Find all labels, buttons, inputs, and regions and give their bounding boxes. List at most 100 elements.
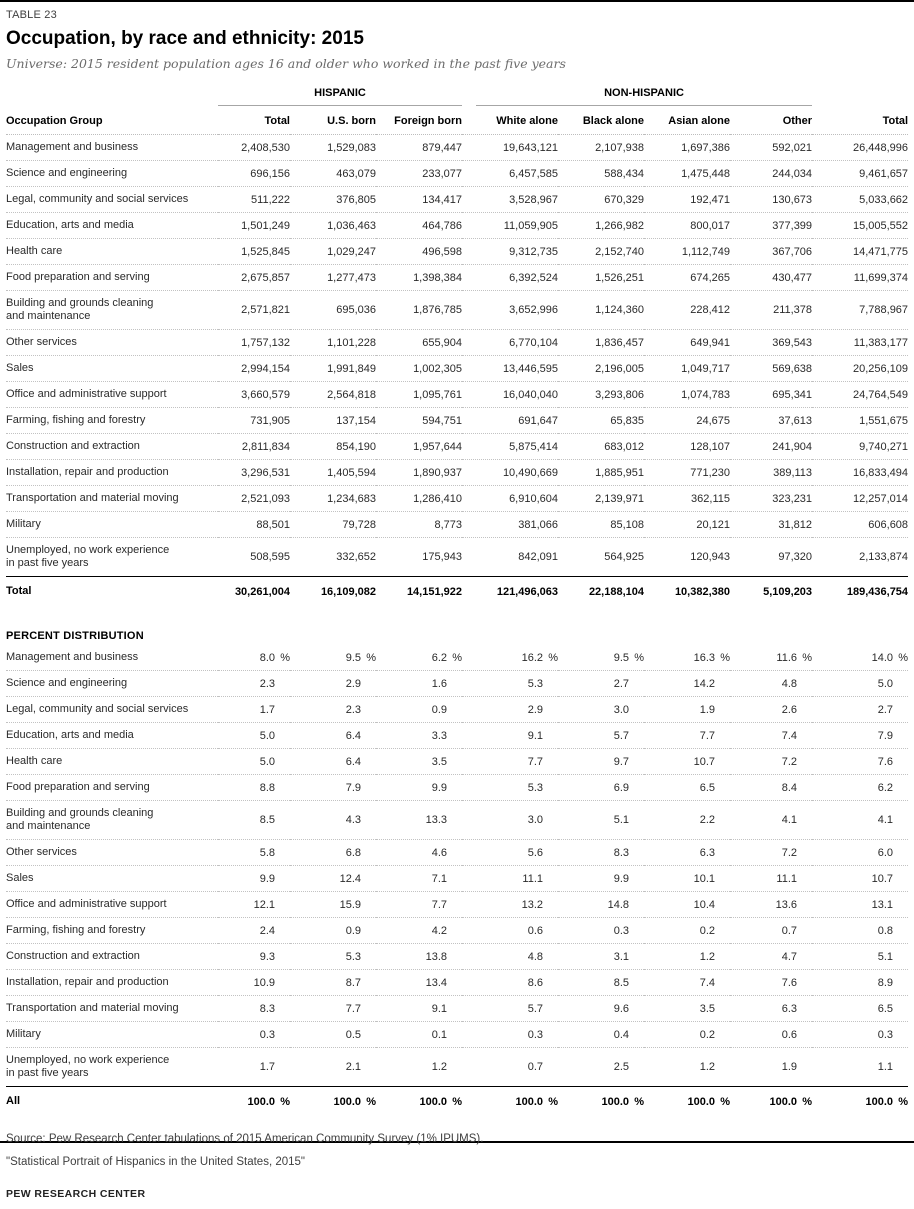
table-cell: 12.1 [253, 898, 275, 911]
table-cell: 8,773 [434, 518, 462, 531]
table-cell: 842,091 [518, 551, 558, 563]
row-label: Military [6, 1028, 41, 1040]
table-cell: 7.9 [345, 781, 361, 794]
table-cell: 7.7 [345, 1002, 361, 1015]
table-row: Building and grounds cleaning and mainte… [6, 801, 908, 840]
table-cell: 13.2 [521, 898, 543, 911]
table-cell: 128,107 [690, 440, 730, 453]
row-label: Farming, fishing and forestry [6, 924, 146, 936]
table-row: Science and engineering 2.3 2.9 1.6 5.3 2.7 14… [6, 671, 908, 697]
table-cell: 2,152,740 [595, 245, 644, 258]
table-cell: 9.1 [431, 1002, 447, 1015]
table-row: Transportation and material moving 8.3 7.7… [6, 996, 908, 1022]
table-cell: 100.0% [769, 1095, 812, 1108]
table-row: Installation, repair and production 3,296… [6, 460, 909, 486]
table-row: Food preparation and serving 2,675,857 1,2… [6, 265, 909, 291]
table-cell: 13,446,595 [502, 362, 558, 375]
table-cell: 5.1 [877, 950, 893, 963]
table-row: Other services 5.8 6.8 4.6 5.6 8.3 6.3 7.2 6.0 [6, 840, 908, 866]
table-cell: 594,751 [422, 414, 462, 427]
table-cell: 20,256,109 [852, 362, 909, 375]
table-cell: 1,074,783 [681, 388, 730, 401]
table-row: Unemployed, no work experience in past f… [6, 1048, 908, 1087]
table-cell: 8.6 [527, 976, 543, 989]
table-cell: 5.1 [613, 814, 629, 826]
table-cell: 11.1 [522, 872, 543, 885]
table-cell: 362,115 [691, 492, 730, 505]
table-cell: 137,154 [336, 414, 376, 427]
table-cell: 2,133,874 [859, 551, 909, 563]
table-cell: 10.9 [253, 976, 275, 989]
table-cell: 1.2 [431, 1061, 447, 1073]
table-cell: 1.1 [877, 1061, 893, 1073]
table-cell: 2,675,857 [241, 271, 290, 284]
row-label: Military [6, 518, 41, 530]
row-label: Construction and extraction [6, 950, 140, 962]
table-cell: 16,109,082 [320, 585, 376, 598]
table-cell: 13.4 [425, 976, 447, 989]
table-cell: 11,059,905 [503, 219, 558, 232]
table-cell: 588,434 [604, 167, 644, 180]
table-cell: 8.8 [259, 781, 275, 794]
row-label: Food preparation and serving [6, 781, 150, 793]
table-cell: 7.1 [431, 872, 447, 885]
table-cell: 13.3 [425, 814, 447, 826]
table-cell: 5.3 [345, 950, 361, 963]
table-cell: 1,234,683 [327, 492, 376, 505]
group-header-spacer [812, 87, 908, 106]
table-cell: 6.3 [781, 1002, 797, 1015]
table-row: Building and grounds cleaning and mainte… [6, 291, 909, 330]
table-cell: 2.1 [345, 1061, 361, 1073]
table-cell: 3.1 [613, 950, 629, 963]
table-cell: 9,461,657 [859, 167, 909, 180]
table-cell: 4.7 [781, 950, 797, 963]
row-label: Transportation and material moving [6, 492, 179, 504]
table-cell: 2,408,530 [241, 141, 290, 154]
table-cell: 4.8 [781, 677, 797, 690]
table-cell: 649,941 [690, 336, 730, 349]
table-row: Legal, community and social services 511,… [6, 187, 909, 213]
table-cell: 3,293,806 [595, 388, 644, 401]
table-cell: 696,156 [250, 167, 290, 180]
row-label: Unemployed, no work experience in past f… [6, 1054, 170, 1079]
table-cell: 24,675 [696, 414, 730, 427]
counts-table-body: Management and business 2,408,530 1,529,08… [6, 135, 909, 607]
table-cell: 5.7 [527, 1002, 543, 1015]
table-cell: 683,012 [604, 440, 644, 453]
table-cell: 0.6 [527, 924, 543, 937]
table-cell: 0.5 [345, 1028, 361, 1041]
table-cell: 14,471,775 [852, 245, 909, 258]
page-title: Occupation, by race and ethnicity: 2015 [6, 28, 364, 49]
column-header-occupation-group: Occupation Group [6, 106, 218, 135]
percent-distribution-heading: PERCENT DISTRIBUTION [6, 630, 144, 642]
table-cell: 9.6 [613, 1002, 629, 1015]
table-cell: 6.4 [345, 755, 361, 768]
table-cell: 7.6 [781, 976, 797, 989]
table-cell: 9.9 [431, 781, 447, 794]
table-cell: 8.7 [345, 976, 361, 989]
column-header-row: Occupation Group Total U.S. born Foreign… [6, 106, 909, 135]
column-header-asian-alone: Asian alone [644, 106, 730, 135]
table-cell: 0.4 [613, 1028, 629, 1041]
table-cell: 9,312,735 [509, 245, 558, 258]
table-cell: 11,699,374 [853, 271, 909, 284]
table-cell: 0.9 [431, 703, 447, 716]
table-cell: 5.0 [259, 755, 275, 768]
table-cell: 323,231 [772, 492, 813, 505]
table-cell: 5.7 [613, 729, 629, 742]
table-row: Science and engineering 696,156 463,079 233… [6, 161, 909, 187]
table-cell: 12.4 [339, 872, 361, 885]
row-label: Sales [6, 362, 34, 374]
table-cell: 10.7 [693, 755, 715, 768]
table-cell: 1,526,251 [595, 271, 644, 284]
table-cell: 130,673 [772, 193, 813, 206]
table-cell: 7.4 [781, 729, 797, 742]
table-cell: 13.1 [871, 898, 893, 911]
table-cell: 100.0% [247, 1095, 290, 1108]
table-cell: 3,652,996 [509, 304, 558, 316]
table-row: Construction and extraction 2,811,834 854,… [6, 434, 909, 460]
table-cell: 731,905 [250, 414, 290, 427]
table-cell: 0.3 [877, 1028, 893, 1041]
row-label: Legal, community and social services [6, 703, 189, 715]
